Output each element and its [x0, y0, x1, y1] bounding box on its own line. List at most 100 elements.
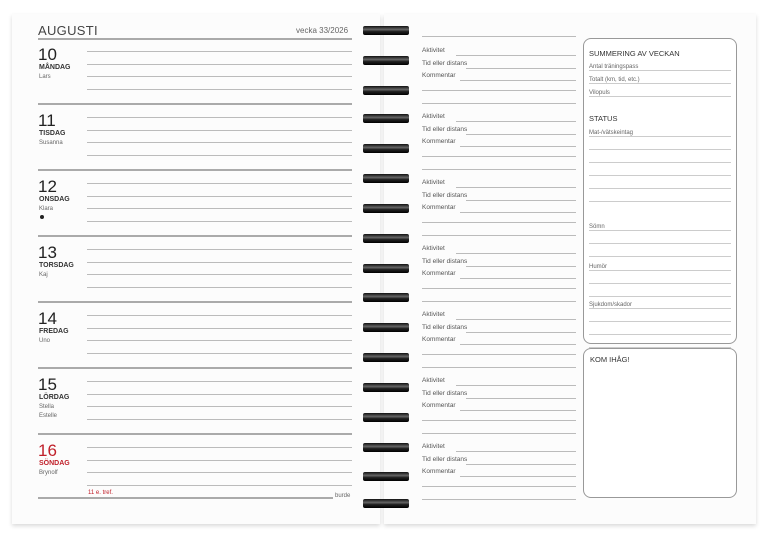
writing-line [87, 195, 352, 197]
writing-line [87, 117, 352, 118]
writing-line [422, 301, 576, 302]
day-number: 11 [38, 111, 56, 130]
writing-line [422, 90, 576, 91]
spiral-ring [363, 86, 409, 95]
writing-line [589, 334, 731, 335]
writing-line [87, 286, 352, 288]
writing-line [87, 447, 352, 448]
training-line [466, 199, 576, 201]
spiral-ring [363, 264, 409, 273]
writing-line [87, 261, 352, 263]
summary-field: Vilopuls [589, 90, 610, 96]
writing-line [422, 433, 576, 434]
day-name: LÖRDAG [39, 394, 70, 401]
day-name: TORSDAG [39, 262, 74, 269]
writing-line [589, 283, 731, 284]
day-name: ONSDAG [39, 196, 70, 203]
training-line [456, 385, 576, 386]
writing-line [87, 418, 352, 420]
training-label: Kommentar [422, 336, 456, 343]
writing-line [87, 274, 352, 275]
writing-line [422, 235, 576, 236]
month-title: AUGUSTI [38, 23, 98, 38]
name-day: Klara [39, 206, 54, 212]
writing-line [87, 154, 352, 156]
spiral-ring [363, 383, 409, 392]
writing-line [589, 175, 731, 176]
day-number: 16 [38, 441, 57, 460]
day-divider [38, 433, 352, 435]
spiral-ring [363, 413, 409, 422]
writing-line [87, 340, 352, 341]
brand-label: burde [335, 493, 351, 499]
writing-line [87, 381, 352, 382]
spiral-ring [363, 204, 409, 213]
training-line [460, 410, 576, 411]
training-line [456, 121, 576, 122]
writing-line [589, 256, 731, 257]
writing-line [589, 347, 731, 348]
training-line [460, 278, 576, 279]
field-line [589, 230, 731, 231]
training-label: Tid eller distans [422, 191, 468, 199]
header-divider [38, 38, 352, 40]
field-line [589, 270, 731, 271]
training-label: Tid eller distans [422, 455, 468, 463]
day-name: TISDAG [39, 130, 66, 137]
writing-line [422, 36, 576, 37]
spiral-ring [363, 353, 409, 362]
writing-line [422, 367, 576, 368]
day-number: 10 [38, 45, 57, 64]
spiral-ring [363, 499, 409, 508]
spiral-ring [363, 56, 409, 65]
training-label: Aktivitet [422, 245, 445, 252]
writing-line [87, 459, 352, 461]
training-label: Tid eller distans [422, 389, 468, 397]
field-line [589, 308, 731, 309]
field-line [589, 136, 731, 137]
summary-title: SUMMERING AV VECKAN [589, 49, 680, 58]
training-line [456, 55, 576, 56]
status-field: Mat-/vätskeintag [589, 130, 634, 136]
training-line [466, 265, 576, 267]
training-label: Kommentar [422, 204, 456, 211]
training-label: Kommentar [422, 402, 456, 409]
writing-line [87, 484, 352, 486]
spiral-ring [363, 472, 409, 481]
spiral-ring [363, 114, 409, 123]
training-line [460, 146, 576, 147]
day-divider [38, 301, 352, 303]
training-label: Aktivitet [422, 179, 445, 186]
training-line [456, 319, 576, 320]
writing-line [589, 201, 731, 202]
writing-line [87, 129, 352, 131]
training-line [466, 463, 576, 465]
training-label: Aktivitet [422, 113, 445, 120]
training-label: Kommentar [422, 138, 456, 145]
writing-line [589, 149, 731, 150]
training-line [466, 331, 576, 333]
field-line [589, 70, 731, 71]
name-day: Uno [39, 338, 51, 344]
training-label: Aktivitet [422, 443, 445, 450]
writing-line [422, 354, 576, 355]
writing-line [422, 486, 576, 487]
name-day: Kaj [39, 272, 48, 278]
status-field: Humör [589, 264, 608, 270]
writing-line [422, 169, 576, 170]
writing-line [87, 406, 352, 407]
writing-line [87, 315, 352, 316]
writing-line [422, 103, 576, 104]
writing-line [87, 327, 352, 329]
training-label: Kommentar [422, 270, 456, 277]
writing-line [87, 472, 352, 473]
spiral-ring [363, 144, 409, 153]
name-day: Brynolf [39, 470, 58, 476]
writing-line [422, 222, 576, 223]
writing-line [87, 88, 352, 90]
writing-line [589, 321, 731, 322]
spiral-ring [363, 26, 409, 35]
writing-line [87, 220, 352, 222]
writing-line [87, 208, 352, 209]
spiral-ring [363, 443, 409, 452]
